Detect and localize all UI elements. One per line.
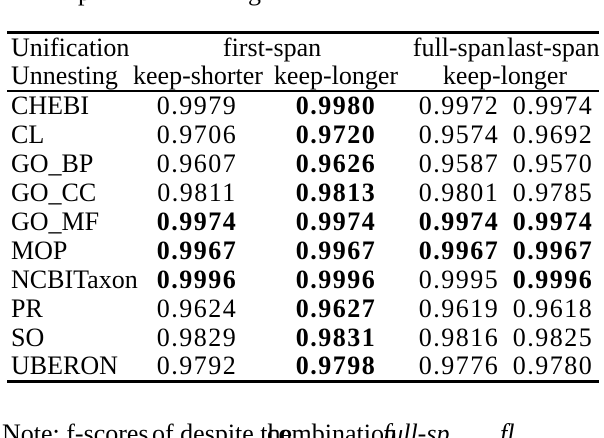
score-cell: 0.9780 bbox=[512, 351, 594, 380]
score-cell: 0.9618 bbox=[512, 293, 594, 323]
score-cell: 0.9974 bbox=[418, 206, 500, 236]
score-cell: 0.9619 bbox=[418, 293, 500, 323]
caption-text-fragment: Note: f-scores bbox=[2, 420, 149, 438]
clipped-descender-glyph: p bbox=[78, 0, 91, 5]
score-cell: 0.9995 bbox=[418, 264, 500, 294]
score-cell: 0.9967 bbox=[295, 235, 377, 265]
table-header: Unification first-span full-span last-sp… bbox=[7, 33, 599, 91]
score-cell: 0.9776 bbox=[418, 351, 500, 380]
score-cell: 0.9798 bbox=[295, 351, 377, 380]
caption-italic-fragment: fl bbox=[500, 420, 515, 438]
table-row: GO_CC 0.9811 0.9813 0.9801 0.9785 bbox=[7, 178, 599, 207]
clipped-descender-glyph: g bbox=[248, 0, 261, 5]
table-row: PR 0.9624 0.9627 0.9619 0.9618 bbox=[7, 294, 599, 323]
score-cell: 0.9574 bbox=[418, 119, 500, 149]
score-cell: 0.9980 bbox=[295, 91, 377, 120]
score-cell: 0.9996 bbox=[156, 264, 238, 294]
ontology-label: NCBITaxon bbox=[11, 264, 138, 294]
score-cell: 0.9785 bbox=[512, 177, 594, 207]
table-row: CL 0.9706 0.9720 0.9574 0.9692 bbox=[7, 120, 599, 149]
table-row: GO_BP 0.9607 0.9626 0.9587 0.9570 bbox=[7, 149, 599, 178]
score-cell: 0.9607 bbox=[156, 148, 238, 178]
score-cell: 0.9792 bbox=[156, 351, 238, 380]
table-body: CHEBI 0.9979 0.9980 0.9972 0.9974 CL 0.9… bbox=[7, 91, 599, 382]
header-unification: Unification bbox=[11, 33, 130, 62]
score-cell: 0.9979 bbox=[156, 91, 238, 120]
header-keep-longer-right: keep-longer bbox=[442, 61, 568, 90]
ontology-label: GO_BP bbox=[11, 148, 94, 178]
ontology-label: GO_CC bbox=[11, 177, 97, 207]
table-row: NCBITaxon 0.9996 0.9996 0.9995 0.9996 bbox=[7, 265, 599, 294]
header-keep-shorter: keep-shorter bbox=[133, 61, 263, 90]
ontology-label: GO_MF bbox=[11, 206, 100, 236]
score-cell: 0.9974 bbox=[512, 206, 594, 236]
header-unnesting: Unnesting bbox=[11, 61, 118, 90]
header-last-span: last-span bbox=[507, 33, 600, 62]
score-cell: 0.9626 bbox=[295, 148, 377, 178]
caption-text-fragment: combination bbox=[267, 420, 397, 438]
results-table-wrap: Unification first-span full-span last-sp… bbox=[7, 31, 599, 383]
score-cell: 0.9972 bbox=[418, 91, 500, 120]
table-row: CHEBI 0.9979 0.9980 0.9972 0.9974 bbox=[7, 91, 599, 120]
score-cell: 0.9974 bbox=[156, 206, 238, 236]
top-caption-fragment: p g bbox=[0, 0, 604, 9]
table-row: GO_MF 0.9974 0.9974 0.9974 0.9974 bbox=[7, 207, 599, 236]
score-cell: 0.9829 bbox=[156, 322, 238, 352]
header-row-unnesting: Unnesting keep-shorter keep-longer keep-… bbox=[7, 62, 599, 91]
score-cell: 0.9706 bbox=[156, 119, 238, 149]
header-first-span: first-span bbox=[222, 33, 322, 62]
score-cell: 0.9996 bbox=[512, 264, 594, 294]
ontology-label: MOP bbox=[11, 235, 68, 265]
table-row: UBERON 0.9792 0.9798 0.9776 0.9780 bbox=[7, 352, 599, 382]
header-full-span: full-span bbox=[412, 33, 506, 62]
score-cell: 0.9570 bbox=[512, 148, 594, 178]
score-cell: 0.9624 bbox=[156, 293, 238, 323]
ontology-label: CHEBI bbox=[11, 91, 89, 120]
score-cell: 0.9587 bbox=[418, 148, 500, 178]
header-row-unification: Unification first-span full-span last-sp… bbox=[7, 33, 599, 63]
caption-italic-fragment: full-sp bbox=[383, 420, 450, 438]
score-cell: 0.9692 bbox=[512, 119, 594, 149]
ontology-label: PR bbox=[11, 293, 43, 323]
header-keep-longer: keep-longer bbox=[273, 61, 399, 90]
score-cell: 0.9813 bbox=[295, 177, 377, 207]
ontology-label: UBERON bbox=[11, 351, 118, 380]
score-cell: 0.9720 bbox=[295, 119, 377, 149]
score-cell: 0.9974 bbox=[295, 206, 377, 236]
table-row: SO 0.9829 0.9831 0.9816 0.9825 bbox=[7, 323, 599, 352]
score-cell: 0.9967 bbox=[418, 235, 500, 265]
score-cell: 0.9627 bbox=[295, 293, 377, 323]
score-cell: 0.9801 bbox=[418, 177, 500, 207]
score-cell: 0.9967 bbox=[156, 235, 238, 265]
score-cell: 0.9967 bbox=[512, 235, 594, 265]
results-table: Unification first-span full-span last-sp… bbox=[7, 31, 599, 383]
score-cell: 0.9974 bbox=[512, 91, 594, 120]
score-cell: 0.9816 bbox=[418, 322, 500, 352]
score-cell: 0.9996 bbox=[295, 264, 377, 294]
ontology-label: CL bbox=[11, 119, 45, 149]
ontology-label: SO bbox=[11, 322, 45, 352]
caption-text-fragment: of despite the bbox=[152, 420, 293, 438]
table-row: MOP 0.9967 0.9967 0.9967 0.9967 bbox=[7, 236, 599, 265]
score-cell: 0.9811 bbox=[157, 177, 237, 207]
bottom-caption-fragment: Note: f-scores of despite the combinatio… bbox=[2, 420, 602, 438]
score-cell: 0.9825 bbox=[512, 322, 594, 352]
score-cell: 0.9831 bbox=[295, 322, 377, 352]
